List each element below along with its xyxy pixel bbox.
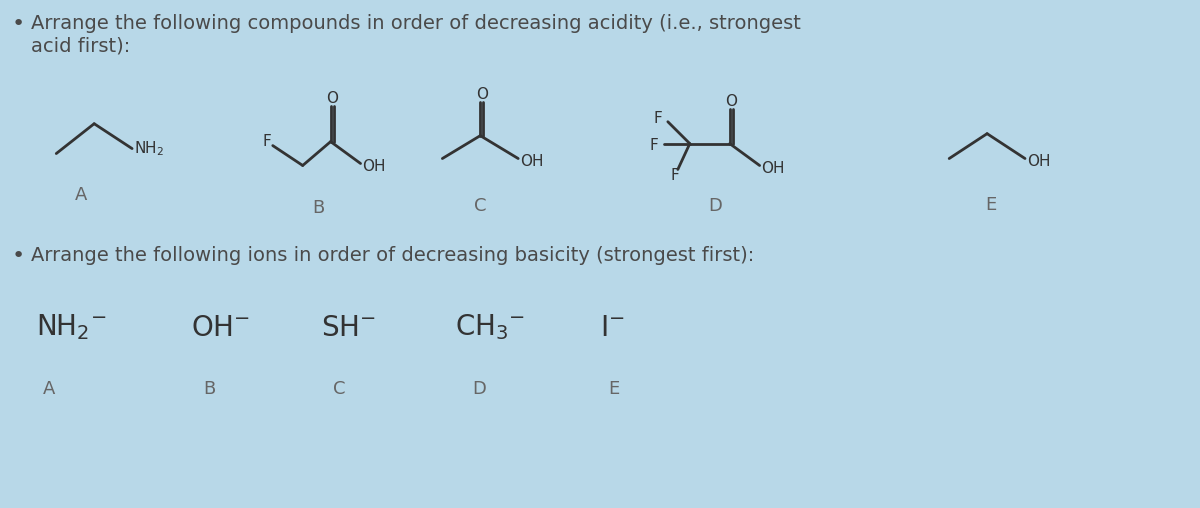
Text: C: C — [474, 197, 486, 215]
Text: OH$^{-}$: OH$^{-}$ — [191, 313, 250, 341]
Text: D: D — [473, 380, 486, 398]
Text: OH: OH — [520, 154, 544, 169]
Text: F: F — [671, 168, 679, 183]
Text: C: C — [332, 380, 346, 398]
Text: F: F — [649, 138, 658, 153]
Text: Arrange the following ions in order of decreasing basicity (strongest first):: Arrange the following ions in order of d… — [31, 246, 755, 265]
Text: B: B — [312, 199, 325, 217]
Text: OH: OH — [362, 159, 386, 174]
Text: •: • — [11, 14, 25, 35]
Text: SH$^{-}$: SH$^{-}$ — [320, 313, 376, 341]
Text: E: E — [985, 196, 997, 214]
Text: CH$_3$$^{-}$: CH$_3$$^{-}$ — [455, 313, 526, 342]
Text: O: O — [475, 87, 487, 103]
Text: I$^{-}$: I$^{-}$ — [600, 313, 625, 341]
Text: •: • — [11, 246, 25, 266]
Text: NH$_2$: NH$_2$ — [134, 139, 164, 158]
Text: F: F — [262, 134, 271, 149]
Text: O: O — [725, 94, 737, 109]
Text: E: E — [608, 380, 619, 398]
Text: A: A — [76, 186, 88, 204]
Text: OH: OH — [762, 161, 785, 176]
Text: D: D — [708, 197, 721, 215]
Text: Arrange the following compounds in order of decreasing acidity (i.e., strongest
: Arrange the following compounds in order… — [31, 14, 802, 55]
Text: F: F — [653, 111, 662, 126]
Text: OH: OH — [1027, 154, 1050, 169]
Text: NH$_2$$^{-}$: NH$_2$$^{-}$ — [36, 313, 107, 342]
Text: A: A — [43, 380, 55, 398]
Text: B: B — [203, 380, 215, 398]
Text: O: O — [326, 91, 338, 106]
